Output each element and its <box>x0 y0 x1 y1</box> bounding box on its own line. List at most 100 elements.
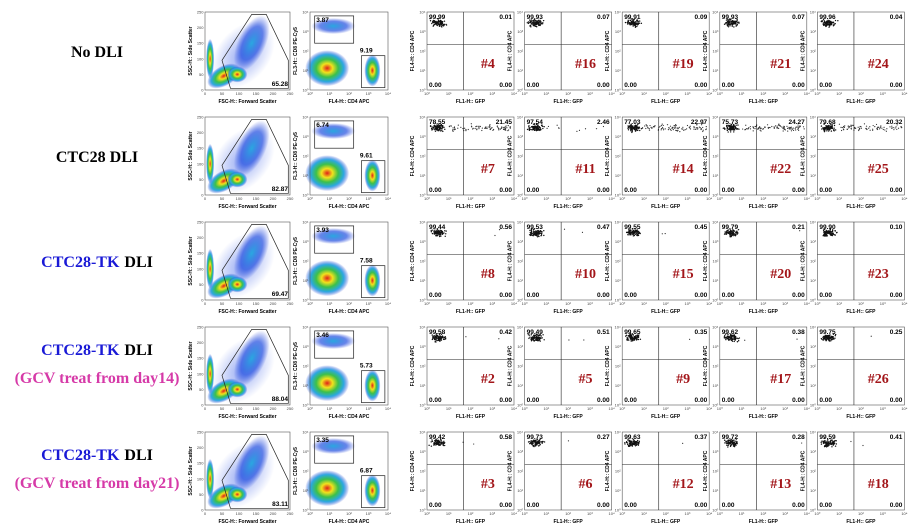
event-dot <box>498 338 499 339</box>
event-dot <box>703 130 704 131</box>
event-dot <box>579 130 580 131</box>
y-tick-label: 10² <box>420 469 426 474</box>
x-tick-label: 10² <box>468 196 474 201</box>
quadrant-percent: 0.58 <box>499 434 512 441</box>
event-dot <box>440 443 441 444</box>
event-dot <box>494 235 495 236</box>
event-dot <box>624 442 625 443</box>
y-axis-label: FL4-H:: CD4 APC <box>605 135 611 176</box>
event-dot <box>786 126 787 127</box>
event-dot <box>635 21 636 22</box>
event-dot <box>533 339 534 340</box>
x-tick-label: 10³ <box>685 91 691 96</box>
x-tick-label: 10⁴ <box>901 406 907 411</box>
event-dot <box>539 25 540 26</box>
quadrant-percent: 0.10 <box>890 224 903 231</box>
y-tick-label: 50 <box>199 72 204 77</box>
event-dot <box>679 131 680 132</box>
row-label: CTC28-TKDLI <box>41 254 153 271</box>
event-dot <box>735 336 736 337</box>
event-dot <box>440 23 441 24</box>
event-dot <box>458 125 459 126</box>
x-axis-label: FL4-H:: CD4 APC <box>329 309 370 315</box>
event-dot <box>686 128 687 129</box>
y-tick-label: 10⁴ <box>712 10 718 15</box>
mouse-id: #11 <box>575 162 595 177</box>
event-dot <box>831 24 832 25</box>
event-dot <box>603 126 604 127</box>
quadrant-plot: 99.550.450.000.00#15FL4-H:: CD4 APCFL1-H… <box>605 220 712 316</box>
x-axis-label: FL1-H:: GFP <box>749 204 779 210</box>
y-tick-label: 10⁰ <box>810 508 816 513</box>
event-dot <box>582 232 583 233</box>
event-dot <box>537 339 538 340</box>
row-label-part: CTC28-TK <box>41 342 120 359</box>
x-tick-label: 10² <box>468 511 474 516</box>
event-dot <box>880 125 881 126</box>
y-tick-label: 10¹ <box>713 68 719 73</box>
x-tick-label: 250 <box>287 91 294 96</box>
y-tick-label: 10² <box>713 154 719 159</box>
y-tick-label: 10³ <box>615 449 621 454</box>
event-dot <box>542 23 543 24</box>
y-tick-label: 10² <box>420 154 426 159</box>
event-dot <box>636 128 637 129</box>
event-dot <box>529 441 530 442</box>
event-dot <box>489 125 490 126</box>
x-tick-label: 10¹ <box>836 91 842 96</box>
quadrant-percent: 20.32 <box>886 119 903 126</box>
x-tick-label: 10¹ <box>641 196 647 201</box>
quadrant-percent: 78.55 <box>429 119 446 126</box>
mouse-id: #18 <box>868 477 889 492</box>
cd8-percent: 3.35 <box>316 437 329 444</box>
y-tick-label: 10¹ <box>517 383 523 388</box>
event-dot <box>662 233 663 234</box>
x-axis-label: FL1-H:: GFP <box>749 414 779 420</box>
quadrant-percent: 0.37 <box>695 434 708 441</box>
event-dot <box>432 336 433 337</box>
x-tick-label: 100 <box>236 511 243 516</box>
mouse-id: #21 <box>770 57 791 72</box>
x-axis-label: FL1-H:: GFP <box>456 204 486 210</box>
event-dot <box>677 127 678 128</box>
y-axis-label: FL4-H:: CD4 APC <box>703 30 709 71</box>
x-tick-label: 10³ <box>880 406 886 411</box>
x-tick-label: 100 <box>236 91 243 96</box>
y-tick-label: 10² <box>810 364 816 369</box>
event-dot <box>879 128 880 129</box>
x-axis-label: FL1-H:: GFP <box>554 99 584 105</box>
y-tick-label: 10⁴ <box>419 220 425 225</box>
event-dot <box>732 22 733 23</box>
quadrant-percent: 0.00 <box>624 502 637 509</box>
event-dot <box>535 232 536 233</box>
event-dot <box>445 338 446 339</box>
quadrant-percent: 24.27 <box>789 119 806 126</box>
event-dot <box>646 125 647 126</box>
event-dot <box>500 129 501 130</box>
event-dot <box>823 22 824 23</box>
event-dot <box>434 127 435 128</box>
event-dot <box>439 233 440 234</box>
event-dot <box>700 129 701 130</box>
quadrant-percent: 99.55 <box>624 224 641 231</box>
event-dot <box>762 129 763 130</box>
event-dot <box>889 126 890 127</box>
event-dot <box>829 443 830 444</box>
y-tick-label: 10³ <box>303 239 309 244</box>
event-dot <box>839 124 840 125</box>
event-dot <box>485 127 486 128</box>
event-dot <box>735 25 736 26</box>
event-dot <box>637 23 638 24</box>
row-label-part: CTC28-TK <box>41 254 120 271</box>
event-dot <box>435 233 436 234</box>
x-tick-label: 200 <box>270 196 277 201</box>
event-dot <box>539 337 540 338</box>
event-dot <box>726 443 727 444</box>
event-dot <box>823 235 824 236</box>
quadrant-percent: 99.99 <box>429 14 446 21</box>
gate-percent: 65.28 <box>272 81 289 88</box>
event-dot <box>729 22 730 23</box>
event-dot <box>823 23 824 24</box>
event-dot <box>737 24 738 25</box>
event-dot <box>431 129 432 130</box>
